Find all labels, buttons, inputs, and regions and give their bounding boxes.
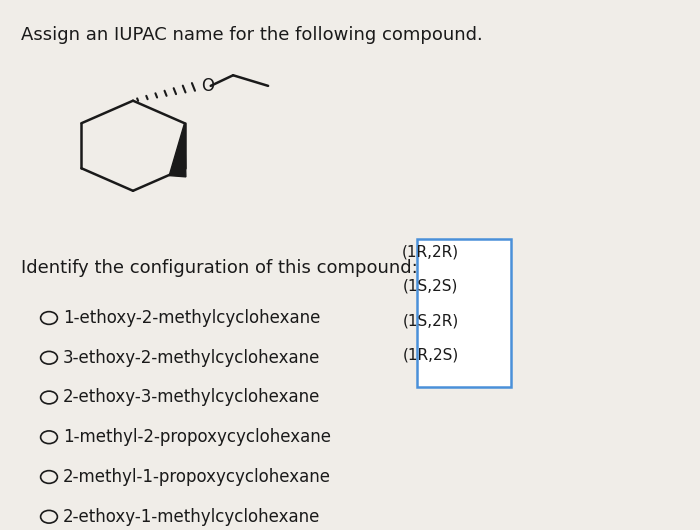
Text: (1R,2R): (1R,2R) [402, 244, 459, 259]
Text: 3-ethoxy-2-methylcyclohexane: 3-ethoxy-2-methylcyclohexane [63, 349, 321, 367]
Text: 2-ethoxy-3-methylcyclohexane: 2-ethoxy-3-methylcyclohexane [63, 388, 321, 407]
Text: (1R,2S): (1R,2S) [402, 348, 458, 363]
Text: Assign an IUPAC name for the following compound.: Assign an IUPAC name for the following c… [21, 26, 483, 45]
FancyBboxPatch shape [416, 238, 511, 387]
Text: Identify the configuration of this compound:: Identify the configuration of this compo… [21, 259, 418, 277]
Text: (1S,2R): (1S,2R) [402, 313, 458, 328]
Text: 1-ethoxy-2-methylcyclohexane: 1-ethoxy-2-methylcyclohexane [63, 309, 321, 327]
Text: 2-methyl-1-propoxycyclohexane: 2-methyl-1-propoxycyclohexane [63, 468, 331, 486]
Text: 2-ethoxy-1-methylcyclohexane: 2-ethoxy-1-methylcyclohexane [63, 508, 321, 526]
Text: 1-methyl-2-propoxycyclohexane: 1-methyl-2-propoxycyclohexane [63, 428, 331, 446]
Text: (1S,2S): (1S,2S) [402, 279, 458, 294]
Text: O: O [202, 77, 215, 95]
Text: ✓: ✓ [416, 260, 429, 275]
Polygon shape [169, 123, 186, 177]
